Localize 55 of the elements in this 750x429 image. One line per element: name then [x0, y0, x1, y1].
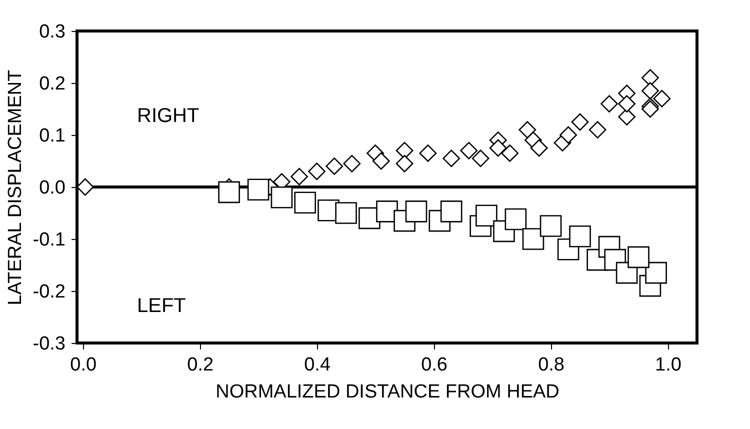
point [569, 226, 591, 248]
point [501, 144, 519, 162]
x-tick-label: 0.8 [538, 354, 564, 376]
y-tick-label: -0.1 [32, 230, 66, 250]
point [294, 192, 316, 214]
point [247, 178, 270, 200]
point [504, 208, 527, 230]
x-tick-label: 0.0 [70, 354, 97, 376]
point [326, 157, 344, 175]
y-tick-label: 0.3 [39, 22, 66, 42]
point [343, 154, 361, 172]
point [396, 154, 414, 172]
annotation: LEFT [137, 295, 186, 317]
point [653, 90, 671, 108]
point [460, 142, 478, 160]
point [645, 262, 667, 284]
x-tick-label: 0.4 [304, 354, 331, 376]
point [472, 150, 490, 168]
y-axis-title: LATERAL DISPLACEMENT [4, 69, 26, 306]
y-tick-label: 0.0 [39, 178, 66, 198]
point [560, 126, 578, 144]
y-tick-label: 0.2 [39, 74, 66, 94]
point [335, 202, 357, 224]
point [76, 178, 94, 196]
y-tick-label: 0.1 [39, 126, 66, 146]
point [522, 228, 544, 250]
point [419, 144, 437, 162]
annotation: RIGHT [137, 105, 200, 127]
x-tick-label: 0.6 [421, 354, 448, 376]
point [489, 139, 507, 157]
point [618, 108, 636, 126]
point [628, 246, 650, 268]
point [540, 215, 562, 237]
point [571, 113, 589, 131]
x-tick-label: 1.0 [655, 354, 682, 376]
point [308, 162, 326, 180]
x-tick-label: 0.2 [187, 354, 214, 376]
point [290, 168, 308, 186]
y-tick-label: -0.2 [32, 282, 66, 302]
point [405, 200, 428, 222]
point [530, 139, 548, 157]
point [600, 95, 618, 113]
point [476, 204, 498, 226]
point [641, 82, 659, 100]
point [270, 186, 293, 208]
point [440, 200, 462, 222]
y-tick-label: -0.3 [32, 334, 66, 354]
point [618, 95, 636, 113]
point [218, 181, 240, 204]
x-axis-title: NORMALIZED DISTANCE FROM HEAD [216, 382, 560, 402]
point [588, 121, 606, 139]
point [518, 121, 536, 139]
point [442, 150, 460, 168]
point [372, 152, 390, 170]
point [396, 142, 414, 160]
